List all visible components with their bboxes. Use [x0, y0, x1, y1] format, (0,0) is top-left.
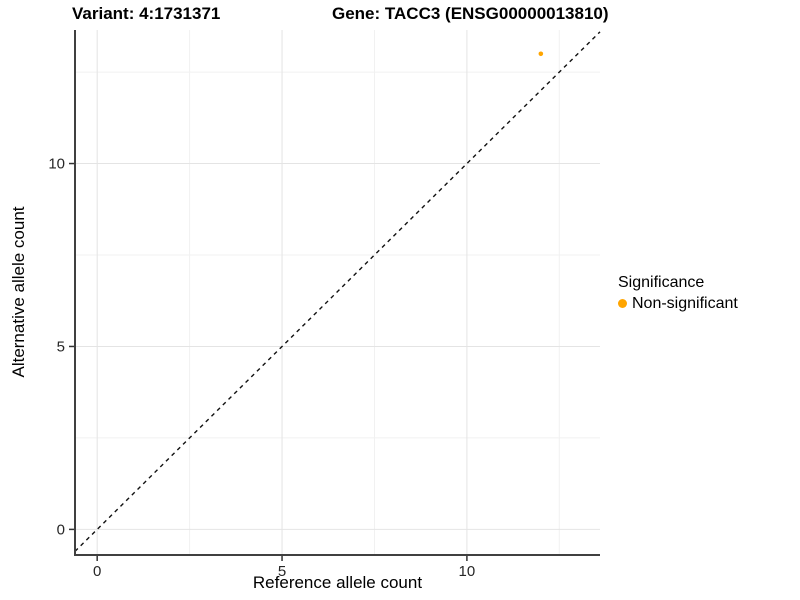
y-tick-label: 0: [57, 521, 65, 538]
x-tick-label: 0: [93, 563, 101, 580]
legend-item: Non-significant: [618, 295, 738, 312]
legend: Significance Non-significant: [618, 273, 738, 312]
axis-lines: [74, 30, 600, 556]
variant-title: Variant: 4:1731371: [72, 4, 221, 23]
x-tick-label: 5: [278, 563, 286, 580]
gene-title: Gene: TACC3 (ENSG00000013810): [332, 4, 609, 23]
legend-point-icon: [618, 299, 627, 308]
legend-item-label: Non-significant: [632, 295, 738, 312]
y-axis-label: Alternative allele count: [9, 206, 28, 378]
x-tick-label: 10: [459, 563, 476, 580]
y-tick-label: 5: [57, 338, 65, 355]
y-tick-label: 10: [48, 156, 65, 173]
data-points: [538, 51, 544, 57]
legend-title: Significance: [618, 274, 705, 291]
axis-tick-labels: 0 5 10 0 5 10: [48, 156, 475, 580]
axis-ticks: [69, 162, 468, 561]
identity-reference-line: [74, 31, 601, 552]
major-gridlines: [75, 30, 600, 555]
minor-gridlines: [75, 30, 600, 555]
x-axis-label: Reference allele count: [252, 573, 423, 592]
dashed-identity-line: [74, 31, 601, 552]
data-point: [538, 51, 544, 57]
